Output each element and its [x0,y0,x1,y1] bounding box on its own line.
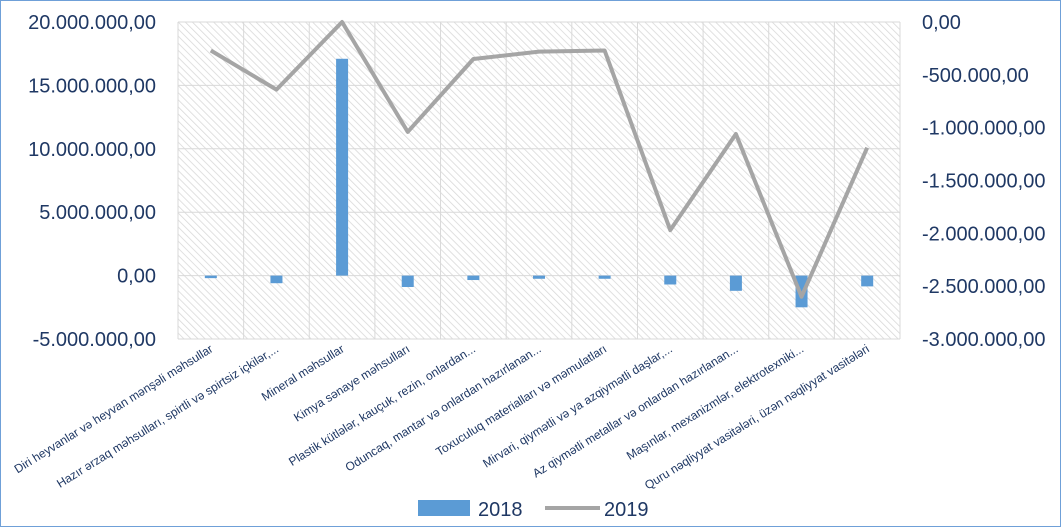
right-axis-tick-labels: -3.000.000,00 -2.500.000,00 -2.000.000,00 -… [922,12,1045,351]
bar-2018 [729,275,742,291]
bar-2018 [336,58,349,276]
bar-2018 [861,275,874,287]
left-axis-tick-label: -5.000.000,00 [33,329,156,351]
legend-label-2018: 2018 [478,499,523,521]
bar-2018 [533,275,545,279]
bar-2018 [598,275,611,279]
right-axis-tick-label: -1.000.000,00 [922,118,1045,140]
right-axis-tick-label: -1.500.000,00 [922,171,1045,193]
left-axis-tick-labels: -5.000.000,00 0,00 5.000.000,00 10.000.000,… [28,12,156,351]
bar-2018 [401,275,414,288]
bar-2018 [467,275,480,281]
legend-swatch-2018 [418,500,470,516]
right-axis-tick-label: -500.000,00 [922,65,1029,87]
left-axis-tick-label: 15.000.000,00 [28,75,156,97]
right-axis-tick-label: -2.000.000,00 [922,223,1045,245]
bar-2018 [664,275,677,285]
bar-2018 [270,275,283,284]
bar-2018 [204,275,217,279]
left-axis-tick-label: 20.000.000,00 [28,12,156,34]
category-tick-label: Kimya sənaye məhsulları [291,342,412,425]
left-axis-tick-label: 0,00 [117,266,156,288]
plot-area [178,22,900,339]
legend-label-2019: 2019 [604,499,649,521]
series-2019-line-group [209,20,870,299]
left-axis-tick-label: 5.000.000,00 [39,202,156,224]
right-axis-tick-label: -3.000.000,00 [922,329,1045,351]
left-axis-tick-label: 10.000.000,00 [28,139,156,161]
right-axis-tick-label: -2.500.000,00 [922,276,1045,298]
category-tick-labels: Diri heyvanlar və heyvan mənşəli məhsull… [12,342,872,493]
series-2018-bars [204,58,874,308]
legend: 2018 2019 [418,499,649,521]
gridlines [178,21,900,340]
right-axis-tick-label: 0,00 [922,12,961,34]
